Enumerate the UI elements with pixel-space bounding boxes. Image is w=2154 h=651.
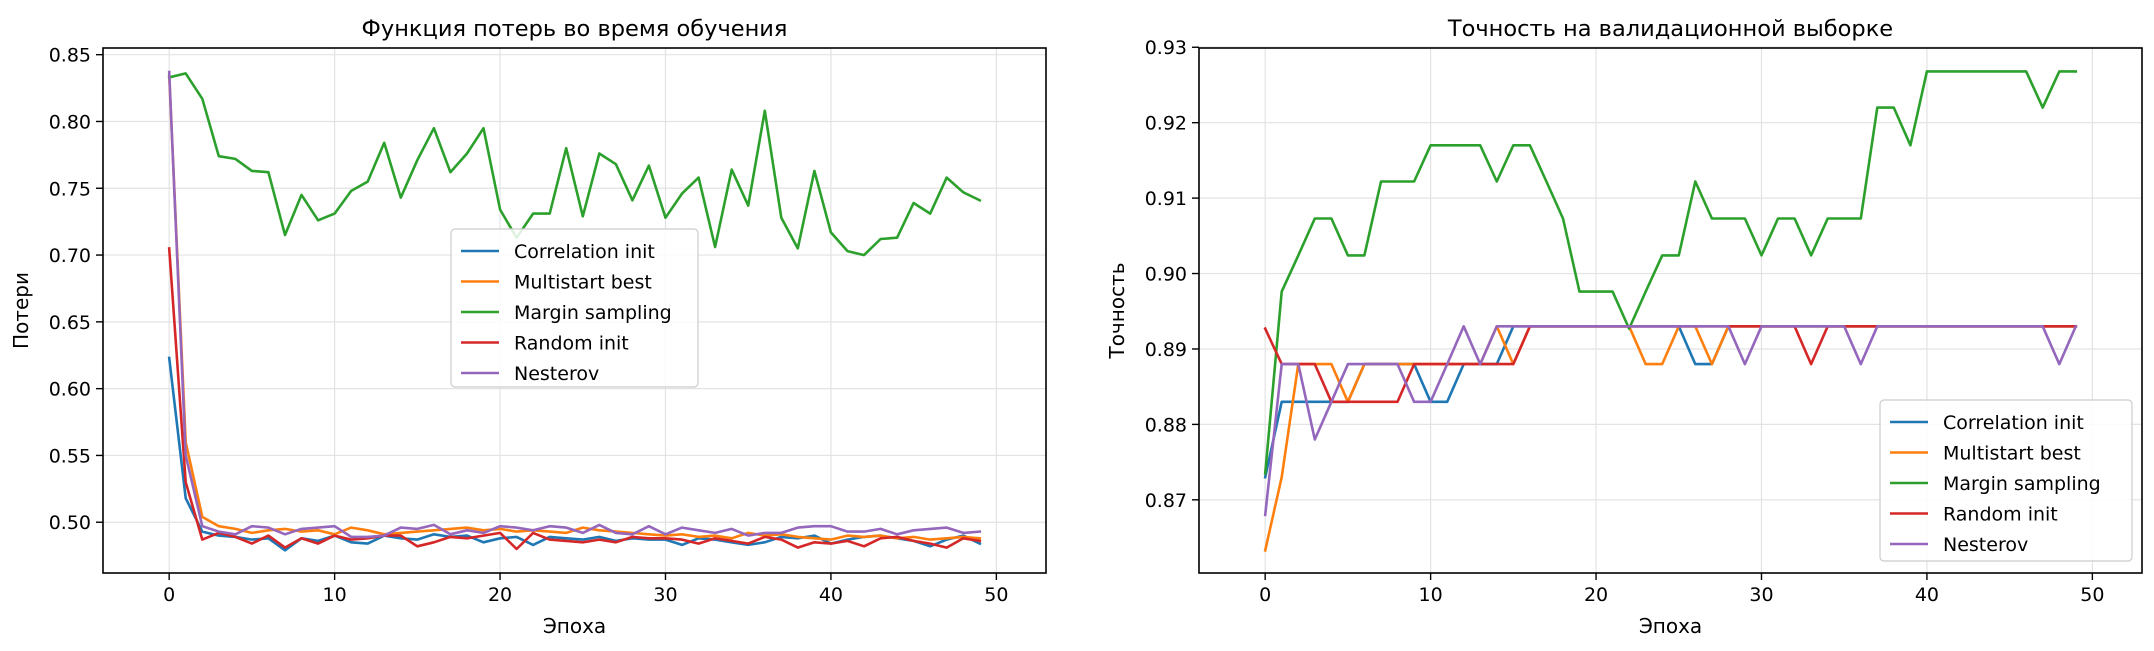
legend-box [450,228,699,388]
x-tick-label: 10 [323,584,347,606]
y-tick-label: 0.50 [49,512,91,534]
y-tick-label: 0.55 [49,445,91,467]
legend: Correlation init Multistart best Margin sa… [1879,399,2133,562]
x-tick-label: 40 [819,584,843,606]
legend-label: Correlation init [514,241,655,263]
x-tick-label: 0 [163,584,175,606]
series-line-margin-sampling [167,72,982,257]
x-tick-label: 20 [488,584,512,606]
x-tick-label: 40 [1915,584,1939,606]
x-tick-label: 30 [653,584,677,606]
legend-box [1879,399,2133,562]
y-axis-label: Потери [9,272,33,349]
x-tick-label: 20 [1584,584,1608,606]
y-axis-label: Точность [1105,262,1129,359]
chart-title: Точность на валидационной выборке [1447,16,1893,42]
y-tick-label: 0.88 [1145,414,1187,436]
y-tick-label: 0.87 [1145,490,1187,512]
x-tick-label: 50 [2080,584,2104,606]
y-tick-label: 0.93 [1145,37,1187,59]
x-tick-label: 0 [1259,584,1271,606]
legend-label: Multistart best [1943,443,2081,465]
axes-frame [102,47,1047,574]
series-group [1263,70,2078,552]
x-axis-label: Эпоха [1639,614,1702,638]
chart-2: 0 10 20 30 40 50 0.87 0.88 0.89 0.90 0.91 0.92 0.93 Т… [1105,16,2143,638]
x-axis-label: Эпоха [543,614,606,638]
legend-label: Random init [1943,504,2058,526]
legend-label: Correlation init [1943,412,2084,434]
legend-label: Nesterov [514,363,599,385]
y-tick-label: 0.85 [49,45,91,67]
legend-label: Margin sampling [514,302,672,324]
y-tick-label: 0.65 [49,312,91,334]
y-tick-label: 0.92 [1145,113,1187,135]
series-line-nesterov [1263,324,2078,517]
y-tick-label: 0.60 [49,379,91,401]
y-tick-label: 0.70 [49,245,91,267]
axes-frame [1198,47,2143,574]
y-tick-label: 0.75 [49,178,91,200]
series-group [167,70,982,552]
y-tick-label: 0.90 [1145,264,1187,286]
legend-label: Nesterov [1943,534,2028,556]
y-tick-label: 0.91 [1145,188,1187,210]
x-tick-label: 50 [984,584,1008,606]
legend-label: Random init [514,333,629,355]
series-line-margin-sampling [1263,70,2078,475]
legend-label: Multistart best [514,272,652,294]
series-line-nesterov [167,70,982,539]
chart-title: Функция потерь во время обучения [362,16,788,42]
y-tick-label: 0.89 [1145,339,1187,361]
x-tick-label: 10 [1419,584,1443,606]
chart-1: 0 10 20 30 40 50 0.50 0.55 0.60 0.65 0.70 0.75 0.80 0… [9,16,1047,638]
series-line-random-init [167,247,982,551]
y-tick-label: 0.80 [49,111,91,133]
legend: Correlation init Multistart best Margin sa… [450,228,699,388]
x-tick-label: 30 [1749,584,1773,606]
legend-label: Margin sampling [1943,473,2101,495]
